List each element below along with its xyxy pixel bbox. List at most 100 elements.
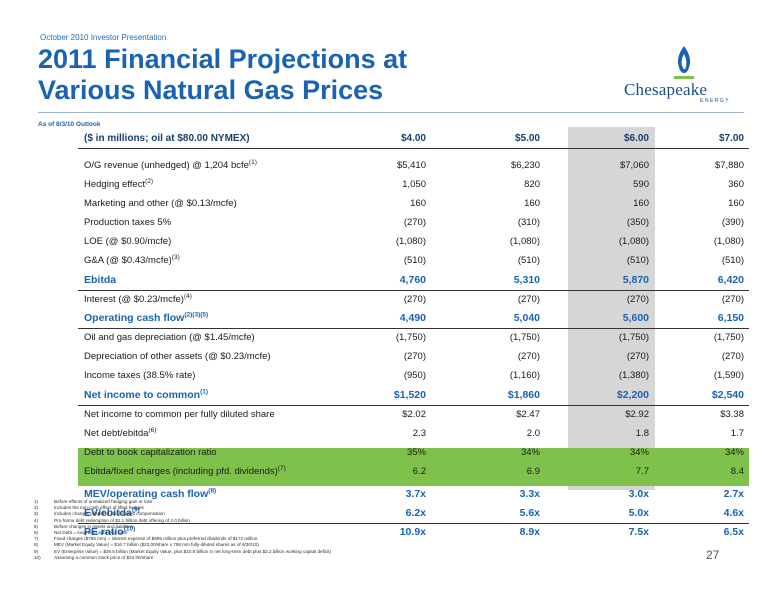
footnote-item: 9) EV (Enterprise Value) = $29.5 billion …: [34, 549, 654, 555]
as-of-note: As of 8/3/10 Outlook: [38, 121, 101, 128]
cell-value: 7.7: [635, 466, 649, 477]
row-label: PE ratio(10): [84, 523, 135, 542]
footnote-ref: (10): [123, 525, 136, 533]
row-label: Marketing and other (@ $0.13/mcfe): [84, 194, 237, 213]
cell-value: 4,490: [399, 312, 426, 324]
shaded-column-6: [568, 127, 655, 490]
footnote-item: 4) Pro-forma debt redemption of $2.1 bill…: [34, 518, 654, 524]
footnote-ref: (1): [200, 388, 209, 396]
footnote-item: 7) Fixed charges ($765 mm) = interest exp…: [34, 536, 654, 542]
slide-title-line1: 2011 Financial Projections at: [38, 44, 408, 74]
row-label: Production taxes 5%: [84, 213, 171, 232]
cell-value: 1.7: [730, 428, 744, 439]
cell-value: 5.0x: [628, 507, 649, 519]
cell-value: $5,410: [396, 160, 426, 171]
table-rule: [78, 328, 749, 329]
footnote-number: 2): [34, 505, 39, 511]
cell-value: 4.6x: [723, 507, 744, 519]
table-row-other-depreciation: Depreciation of other assets (@ $0.23/mc…: [78, 347, 749, 366]
row-label: O/G revenue (unhedged) @ 1,204 bcfe(1): [84, 156, 257, 175]
cell-value: (270): [517, 294, 540, 305]
cell-value: 6,420: [717, 274, 744, 286]
flame-icon: [674, 46, 694, 79]
cell-value: 8.4: [730, 466, 744, 477]
cell-value: $6,230: [510, 160, 540, 171]
cell-value: 3.0x: [628, 488, 649, 500]
cell-value: $2.92: [625, 409, 649, 420]
cell-value: 8.9x: [519, 526, 540, 538]
cell-value: (510): [403, 255, 426, 266]
footnote-number: 1): [34, 499, 39, 504]
row-label: Debt to book capitalization ratio: [84, 443, 217, 462]
row-label: G&A (@ $0.43/mcfe)(3): [84, 251, 180, 270]
row-label-text: Depreciation of other assets (@ $0.23/mc…: [84, 351, 271, 362]
footnote-text: Pro-forma debt redemption of $2.1 billio…: [54, 517, 190, 523]
cell-value: 6.2: [412, 466, 426, 477]
cell-value: (270): [403, 217, 426, 228]
footnote-item: 3) Includes charges related to stock base…: [34, 511, 654, 517]
cell-value: $2,540: [711, 389, 744, 401]
table-row-operating-cash-flow: Operating cash flow(2)(3)(5) 4,490 5,040 5,…: [78, 309, 749, 328]
row-label-text: G&A (@ $0.43/mcfe): [84, 255, 172, 266]
header-col-6: $6.00: [623, 133, 649, 144]
cell-value: 35%: [406, 447, 426, 458]
cell-value: 34%: [724, 447, 744, 458]
footnote-number: 9): [34, 548, 39, 554]
cell-value: 5.6x: [519, 507, 540, 519]
cell-value: 1.8: [635, 428, 649, 439]
footnotes: 1) Before effects of unrealized hedging g…: [34, 499, 654, 561]
row-label-text: Ebitda: [84, 274, 117, 286]
row-label-text: Income taxes (38.5% rate): [84, 370, 196, 381]
row-label-text: LOE (@ $0.90/mcfe): [84, 236, 172, 247]
row-label-text: Marketing and other (@ $0.13/mcfe): [84, 198, 237, 209]
cell-value: 2.0: [526, 428, 540, 439]
cell-value: 4,760: [399, 274, 426, 286]
cell-value: 6.5x: [723, 526, 744, 538]
row-label: Net income to common(1): [84, 386, 208, 405]
cell-value: (1,750): [395, 332, 426, 343]
header-col-4: $4.00: [400, 133, 426, 144]
cell-value: (1,380): [618, 370, 649, 381]
row-label-text: Interest (@ $0.23/mcfe): [84, 294, 184, 305]
cell-value: 160: [524, 198, 540, 209]
logo-wordmark: Chesapeake: [624, 80, 708, 99]
footnote-text: Before effects of unrealized hedging gai…: [54, 499, 153, 504]
cell-value: (270): [403, 294, 426, 305]
footnote-item: 6) Net Debt = long-term debt less cash: [34, 530, 654, 536]
cell-value: 160: [633, 198, 649, 209]
cell-value: 2.7x: [723, 488, 744, 500]
row-label: Hedging effect(2): [84, 175, 153, 194]
cell-value: 5,040: [513, 312, 540, 324]
table-row-net-debt-ebitda: Net debt/ebitda(6) 2.3 2.0 1.8 1.7: [78, 424, 749, 443]
valuation-highlight-band: [78, 448, 749, 486]
cell-value: $7,880: [714, 160, 744, 171]
cell-value: (1,080): [395, 236, 426, 247]
footnote-ref: (2)(3)(5): [184, 311, 209, 319]
cell-value: (1,160): [509, 370, 540, 381]
row-label-text: Net income to common per fully diluted s…: [84, 409, 275, 420]
footnote-ref: (8): [208, 487, 217, 495]
cell-value: (950): [403, 370, 426, 381]
table-row-net-income: Net income to common(1) $1,520 $1,860 $2,20…: [78, 386, 749, 405]
row-label: LOE (@ $0.90/mcfe): [84, 232, 171, 251]
footnote-number: 3): [34, 511, 39, 517]
cell-value: 160: [728, 198, 744, 209]
table-row-og-revenue: O/G revenue (unhedged) @ 1,204 bcfe(1) $5…: [78, 156, 749, 175]
table-rule: [78, 405, 749, 406]
footnote-item: 10) Assuming a common stock price of $22.…: [34, 555, 654, 561]
table-row-debt-to-book: Debt to book capitalization ratio 35% 34% 3…: [78, 443, 749, 462]
cell-value: $2.47: [516, 409, 540, 420]
table-rule: [78, 523, 749, 524]
cell-value: 6.2x: [405, 507, 426, 519]
chesapeake-logo: Chesapeake ENERGY: [624, 44, 744, 104]
cell-value: 34%: [629, 447, 649, 458]
row-label: Interest (@ $0.23/mcfe)(4): [84, 290, 192, 309]
footnote-ref: (4): [183, 292, 192, 300]
footnote-item: 1) Before effects of unrealized hedging g…: [34, 499, 654, 505]
cell-value: 1,050: [402, 179, 426, 190]
footnote-item: 8) MEV (Market Equity Value) = $16.7 bill…: [34, 542, 654, 548]
cell-value: $3.38: [720, 409, 744, 420]
footnote-text: Net Debt = long-term debt less cash: [54, 529, 128, 535]
row-label-text: Net income to common: [84, 389, 201, 401]
cell-value: (510): [721, 255, 744, 266]
